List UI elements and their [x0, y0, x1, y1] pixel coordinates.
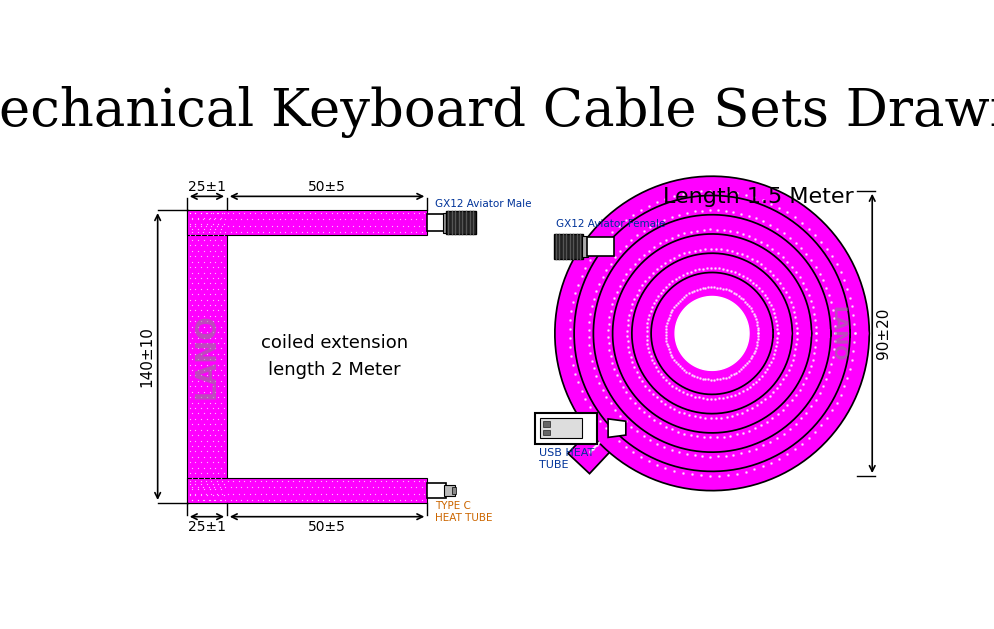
Text: GX12 Aviator Male: GX12 Aviator Male — [434, 199, 531, 209]
Text: Mechanical Keyboard Cable Sets Drawing: Mechanical Keyboard Cable Sets Drawing — [0, 86, 994, 138]
Text: LANO: LANO — [828, 306, 846, 361]
Bar — [554, 234, 582, 259]
Bar — [187, 210, 227, 503]
Text: 25±1: 25±1 — [188, 520, 226, 534]
Text: LANO: LANO — [193, 314, 221, 399]
Bar — [535, 413, 596, 443]
Bar — [539, 418, 581, 438]
Bar — [187, 478, 426, 503]
Text: Length 1.5 Meter: Length 1.5 Meter — [662, 187, 853, 207]
Text: 50±5: 50±5 — [308, 520, 346, 534]
Bar — [581, 236, 587, 257]
Bar — [442, 213, 447, 233]
Text: coiled extension
length 2 Meter: coiled extension length 2 Meter — [261, 335, 408, 379]
Text: 25±1: 25±1 — [188, 180, 226, 194]
Bar — [451, 487, 456, 494]
Text: 140±10: 140±10 — [139, 326, 154, 387]
Bar — [542, 430, 550, 435]
Bar — [585, 237, 613, 255]
Polygon shape — [674, 296, 748, 370]
Text: 90±20: 90±20 — [875, 308, 891, 359]
Bar — [542, 421, 550, 426]
Text: USB HEAT
TUBE: USB HEAT TUBE — [539, 448, 593, 470]
Bar — [187, 210, 426, 235]
Text: TYPE C
HEAT TUBE: TYPE C HEAT TUBE — [434, 501, 492, 523]
Text: 50±5: 50±5 — [308, 180, 346, 194]
Polygon shape — [607, 419, 625, 437]
Bar — [426, 214, 443, 231]
Bar — [426, 483, 446, 498]
Bar — [446, 211, 475, 234]
Text: GX12 Aviator Female: GX12 Aviator Female — [556, 220, 664, 230]
Bar — [443, 485, 454, 496]
